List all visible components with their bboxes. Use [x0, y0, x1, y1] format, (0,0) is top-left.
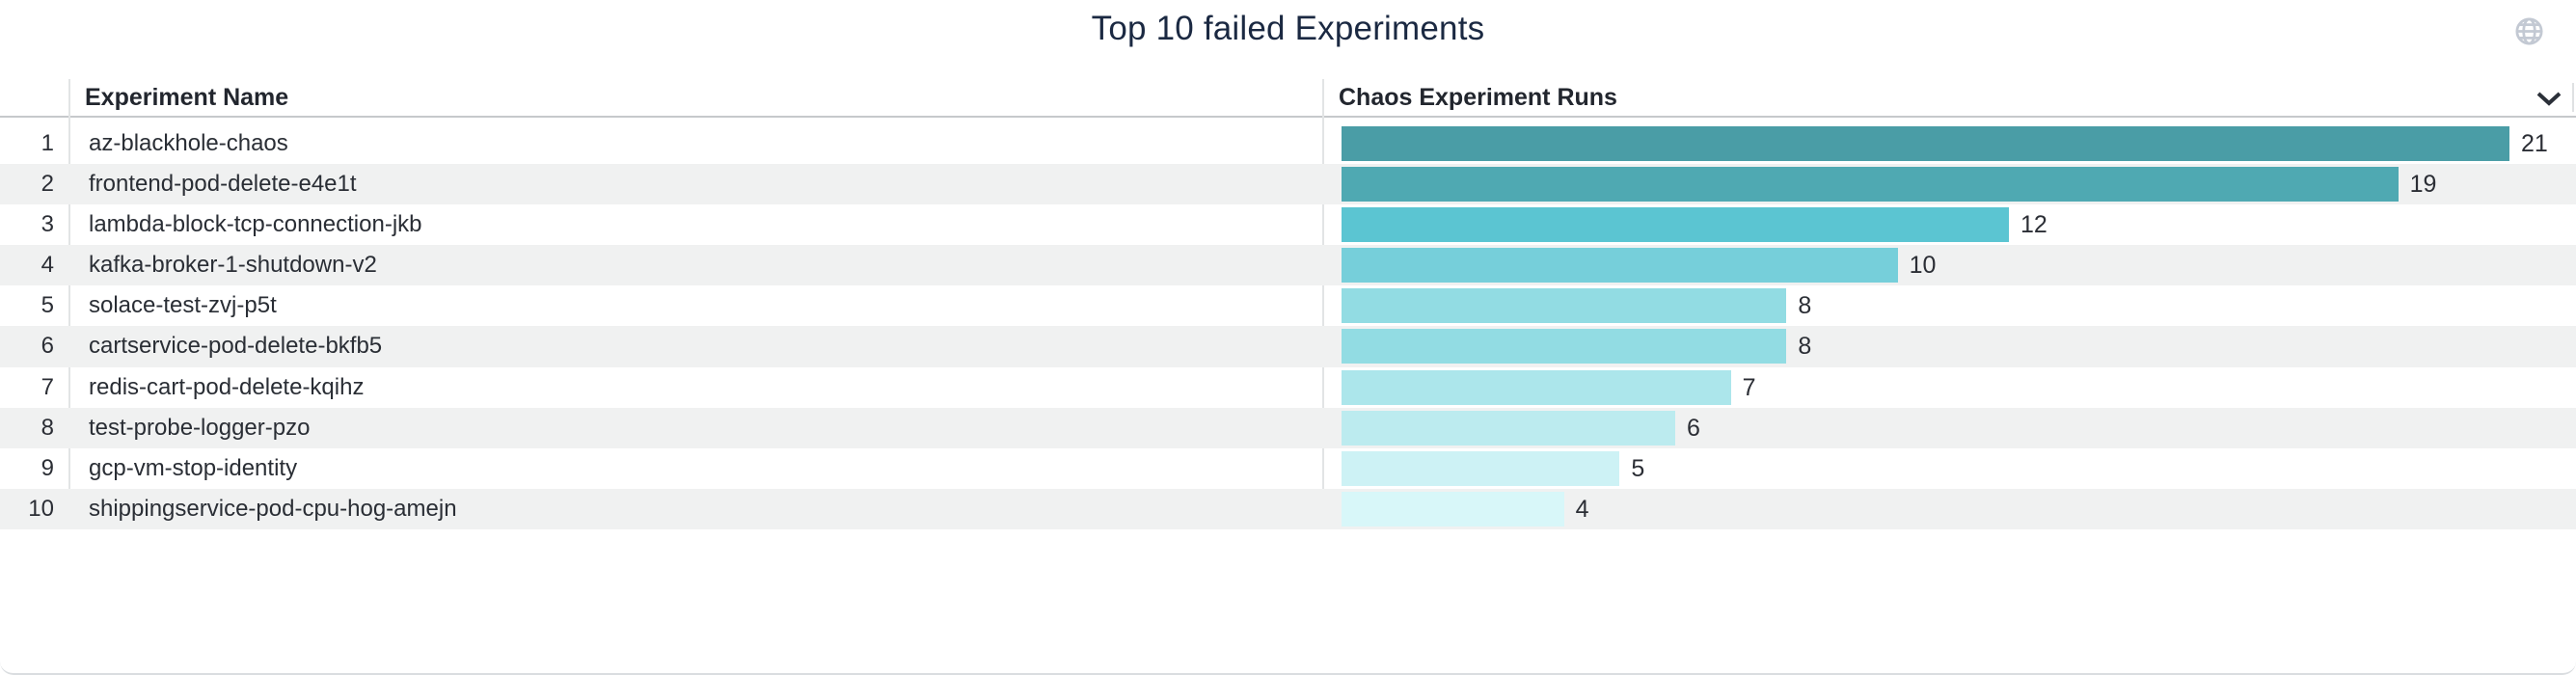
experiment-name-cell: redis-cart-pod-delete-kqihz — [89, 373, 365, 400]
rank-column-divider — [68, 79, 70, 529]
panel-title: Top 10 failed Experiments — [1091, 10, 1485, 47]
runs-value-label: 4 — [1575, 495, 1589, 523]
experiment-name-cell: kafka-broker-1-shutdown-v2 — [89, 252, 377, 279]
runs-bar — [1342, 450, 1620, 486]
table-row[interactable]: 9 gcp-vm-stop-identity 5 — [0, 448, 2576, 489]
row-rank: 4 — [41, 252, 54, 279]
runs-value-label: 8 — [1798, 333, 1812, 361]
row-rank: 9 — [41, 454, 54, 481]
runs-bar-cell: 21 — [1342, 126, 2548, 161]
globe-icon[interactable] — [2513, 15, 2545, 47]
runs-value-label: 6 — [1687, 414, 1700, 442]
row-rank: 8 — [41, 414, 54, 441]
experiment-name-cell: shippingservice-pod-cpu-hog-amejn — [89, 495, 457, 522]
runs-bar — [1342, 410, 1675, 446]
runs-value-label: 8 — [1798, 292, 1812, 320]
table-row[interactable]: 10 shippingservice-pod-cpu-hog-amejn 4 — [0, 488, 2576, 529]
runs-value-label: 7 — [1742, 373, 1756, 401]
table-row[interactable]: 6 cartservice-pod-delete-bkfb5 8 — [0, 326, 2576, 367]
row-rank: 5 — [41, 292, 54, 319]
runs-value-label: 5 — [1631, 454, 1645, 482]
experiment-name-cell: az-blackhole-chaos — [89, 130, 288, 156]
experiment-name-cell: solace-test-zvj-p5t — [89, 292, 277, 319]
experiment-name-cell: frontend-pod-delete-e4e1t — [89, 171, 357, 198]
runs-bar-cell: 4 — [1342, 491, 1589, 526]
chevron-down-icon[interactable] — [2535, 89, 2563, 108]
row-rank: 2 — [41, 171, 54, 198]
experiment-name-cell: test-probe-logger-pzo — [89, 414, 311, 441]
row-rank: 1 — [41, 130, 54, 156]
experiment-name-cell: cartservice-pod-delete-bkfb5 — [89, 333, 383, 360]
runs-bar-cell: 7 — [1342, 369, 1756, 405]
runs-bar-cell: 12 — [1342, 207, 2047, 243]
runs-bar — [1342, 369, 1731, 405]
table-row[interactable]: 8 test-probe-logger-pzo 6 — [0, 407, 2576, 448]
runs-value-label: 19 — [2409, 171, 2437, 199]
table-row[interactable]: 5 solace-test-zvj-p5t 8 — [0, 285, 2576, 326]
runs-bar-cell: 19 — [1342, 167, 2436, 202]
runs-bar-cell: 8 — [1342, 288, 1812, 324]
runs-bar — [1342, 491, 1564, 526]
row-rank: 7 — [41, 373, 54, 400]
table-row[interactable]: 2 frontend-pod-delete-e4e1t 19 — [0, 164, 2576, 205]
runs-value-label: 12 — [2020, 211, 2047, 239]
runs-bar-cell: 8 — [1342, 329, 1811, 364]
table-row[interactable]: 3 lambda-block-tcp-connection-jkb 12 — [0, 204, 2576, 245]
column-header-experiment-name[interactable]: Experiment Name — [85, 84, 289, 111]
experiment-name-cell: gcp-vm-stop-identity — [89, 454, 298, 481]
runs-value-label: 21 — [2521, 130, 2548, 157]
table-row[interactable]: 4 kafka-broker-1-shutdown-v2 10 — [0, 245, 2576, 286]
row-rank: 6 — [41, 333, 54, 360]
runs-bar — [1342, 248, 1898, 284]
column-header-chaos-experiment-runs[interactable]: Chaos Experiment Runs — [1339, 84, 1617, 111]
bar-column-divider — [1322, 79, 1324, 529]
row-rank: 10 — [28, 495, 54, 522]
runs-bar — [1342, 329, 1787, 364]
runs-bar — [1342, 126, 2509, 161]
runs-bar-cell: 10 — [1342, 248, 1937, 284]
runs-bar — [1342, 288, 1787, 324]
table-row[interactable]: 7 redis-cart-pod-delete-kqihz 7 — [0, 367, 2576, 408]
table-row[interactable]: 1 az-blackhole-chaos 21 — [0, 123, 2576, 164]
header-underline — [0, 116, 2576, 118]
runs-bar — [1342, 167, 2399, 202]
table-body: 1 az-blackhole-chaos 21 2 frontend-pod-d… — [0, 123, 2576, 529]
runs-value-label: 10 — [1909, 252, 1937, 280]
runs-bar — [1342, 207, 2009, 243]
runs-bar-cell: 5 — [1342, 450, 1645, 486]
runs-bar-cell: 6 — [1342, 410, 1700, 446]
experiment-name-cell: lambda-block-tcp-connection-jkb — [89, 211, 422, 238]
header-right-divider — [2572, 83, 2574, 112]
row-rank: 3 — [41, 211, 54, 238]
